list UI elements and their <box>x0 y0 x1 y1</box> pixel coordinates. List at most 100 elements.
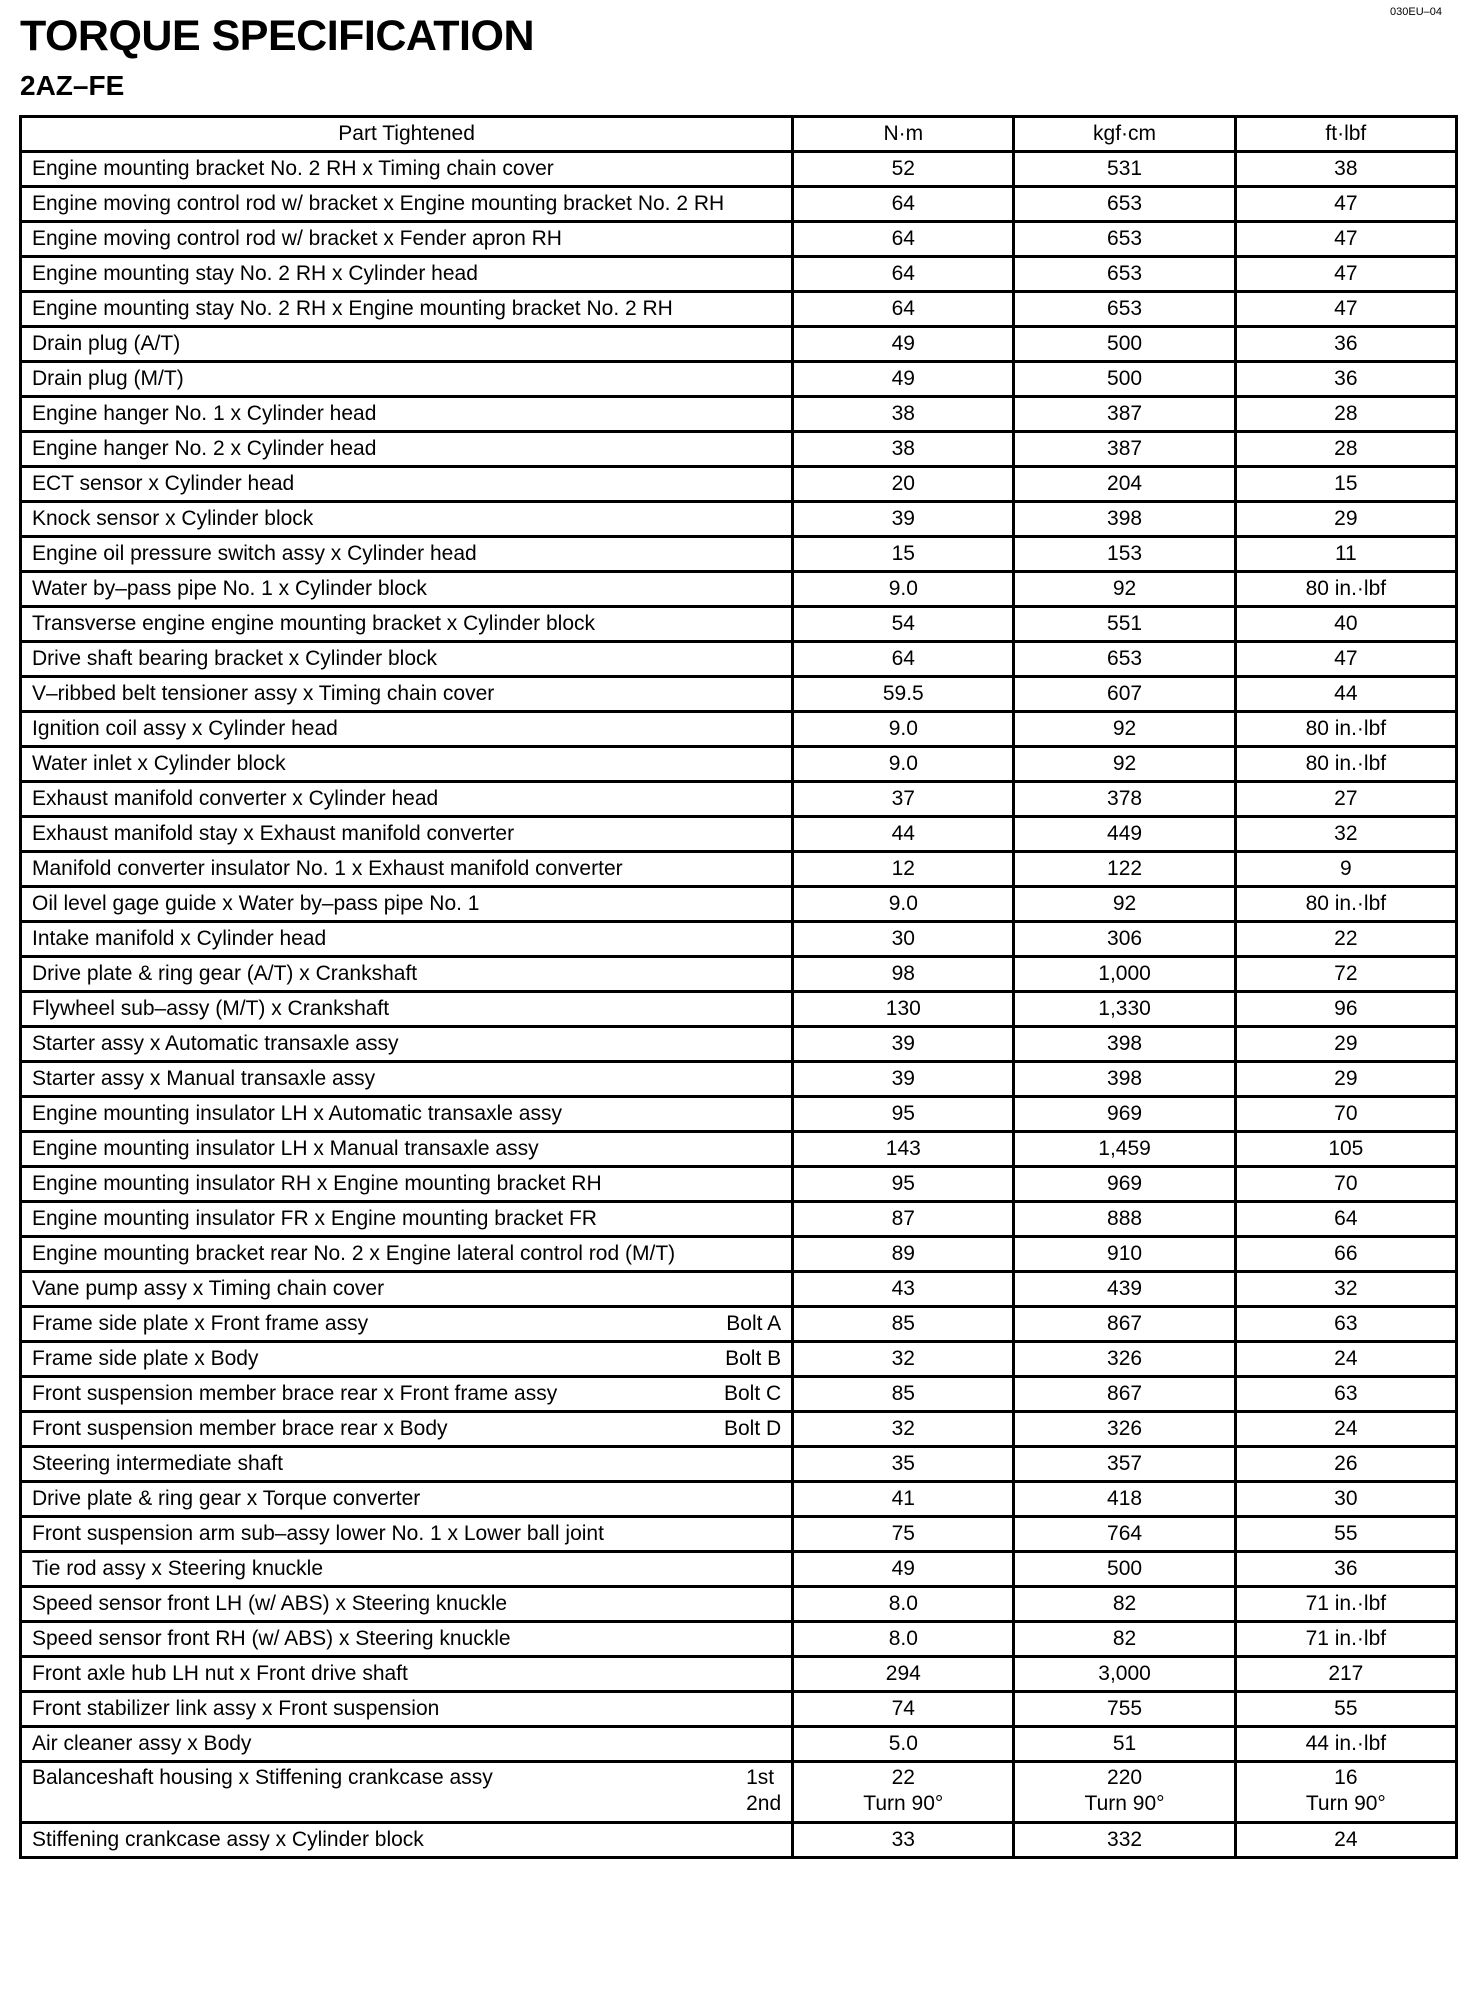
header-part: Part Tightened <box>18 115 795 153</box>
table-row: Vane pump assy x Timing chain cover 43 439… <box>18 1270 1459 1308</box>
ftlbf-cell: 16 Turn 90° <box>1233 1760 1459 1824</box>
table-row: 1st 2nd Balanceshaft housing x Stiffening … <box>18 1760 1459 1824</box>
kgfcm-cell: 332 <box>1012 1821 1237 1859</box>
nm-cell: 8.0 <box>791 1585 1016 1623</box>
nm-cell: 294 <box>791 1655 1016 1693</box>
kgfcm-cell: 326 <box>1012 1340 1237 1378</box>
header-kgfcm: kgf·cm <box>1012 115 1237 153</box>
kgfcm-cell: 122 <box>1012 850 1237 888</box>
table-row: Engine moving control rod w/ bracket x F… <box>18 220 1459 258</box>
part-cell: Bolt A Frame side plate x Front frame ass… <box>18 1305 795 1343</box>
nm-cell: 35 <box>791 1445 1016 1483</box>
part-cell: Engine mounting bracket No. 2 RH x Timin… <box>18 150 795 188</box>
part-cell: Steering intermediate shaft <box>18 1445 795 1483</box>
nm-cell: 9.0 <box>791 885 1016 923</box>
ftlbf-cell: 32 <box>1233 815 1459 853</box>
nm-cell: 37 <box>791 780 1016 818</box>
ftlbf-cell: 217 <box>1233 1655 1459 1693</box>
part-name: Drain plug (A/T) <box>32 332 181 355</box>
kgfcm-cell: 398 <box>1012 1025 1237 1063</box>
kgfcm-cell: 387 <box>1012 395 1237 433</box>
table-row: Engine mounting stay No. 2 RH x Engine m… <box>18 290 1459 328</box>
nm-cell: 32 <box>791 1410 1016 1448</box>
table-row: Bolt D Front suspension member brace rear… <box>18 1410 1459 1448</box>
part-cell: Starter assy x Manual transaxle assy <box>18 1060 795 1098</box>
nm-cell: 38 <box>791 395 1016 433</box>
part-cell: Drain plug (A/T) <box>18 325 795 363</box>
part-name: Air cleaner assy x Body <box>32 1732 252 1755</box>
table-row: Water inlet x Cylinder block 9.0 92 80 in.·… <box>18 745 1459 783</box>
kgfcm-cell: 418 <box>1012 1480 1237 1518</box>
nm-cell: 54 <box>791 605 1016 643</box>
part-name: Front stabilizer link assy x Front suspe… <box>32 1697 440 1720</box>
part-name: Vane pump assy x Timing chain cover <box>32 1277 385 1300</box>
bolt-label: Bolt C <box>723 1382 782 1405</box>
table-row: Engine moving control rod w/ bracket x E… <box>18 185 1459 223</box>
nm-cell: 89 <box>791 1235 1016 1273</box>
part-cell: Drive plate & ring gear (A/T) x Cranksha… <box>18 955 795 993</box>
nm-cell: 39 <box>791 1060 1016 1098</box>
part-name: Oil level gage guide x Water by–pass pip… <box>32 892 480 915</box>
part-cell: Engine oil pressure switch assy x Cylind… <box>18 535 795 573</box>
ftlbf-cell: 40 <box>1233 605 1459 643</box>
kgfcm-cell: 531 <box>1012 150 1237 188</box>
ftlbf-cell: 47 <box>1233 640 1459 678</box>
nm-cell: 85 <box>791 1305 1016 1343</box>
table-row: Drive plate & ring gear x Torque convert… <box>18 1480 1459 1518</box>
kgfcm-cell: 398 <box>1012 500 1237 538</box>
ftlbf-cell: 105 <box>1233 1130 1459 1168</box>
kgfcm-cell: 969 <box>1012 1165 1237 1203</box>
table-row: Bolt B Frame side plate x Body 32 326 24 <box>18 1340 1459 1378</box>
nm-cell: 33 <box>791 1821 1016 1859</box>
ftlbf-cell: 29 <box>1233 500 1459 538</box>
nm-cell: 32 <box>791 1340 1016 1378</box>
value: 220 <box>1107 1766 1143 1789</box>
ftlbf-cell: 47 <box>1233 290 1459 328</box>
table-row: Starter assy x Automatic transaxle assy 3… <box>18 1025 1459 1063</box>
table-row: Manifold converter insulator No. 1 x Exh… <box>18 850 1459 888</box>
table-row: Engine oil pressure switch assy x Cylind… <box>18 535 1459 573</box>
table-row: Tie rod assy x Steering knuckle 49 500 36 <box>18 1550 1459 1588</box>
ftlbf-cell: 47 <box>1233 185 1459 223</box>
part-name: Engine moving control rod w/ bracket x F… <box>32 227 562 250</box>
part-name: Engine mounting bracket No. 2 RH x Timin… <box>32 157 554 180</box>
step-note: 1st <box>746 1766 775 1789</box>
part-cell: Vane pump assy x Timing chain cover <box>18 1270 795 1308</box>
ftlbf-cell: 24 <box>1233 1340 1459 1378</box>
ftlbf-cell: 70 <box>1233 1095 1459 1133</box>
part-cell: Oil level gage guide x Water by–pass pip… <box>18 885 795 923</box>
part-cell: Bolt D Front suspension member brace rear… <box>18 1410 795 1448</box>
part-name: Engine hanger No. 2 x Cylinder head <box>32 437 377 460</box>
part-name: V–ribbed belt tensioner assy x Timing ch… <box>32 682 495 705</box>
nm-cell: 8.0 <box>791 1620 1016 1658</box>
ftlbf-cell: 9 <box>1233 850 1459 888</box>
kgfcm-cell: 357 <box>1012 1445 1237 1483</box>
nm-cell: 22 Turn 90° <box>791 1760 1016 1824</box>
part-cell: Front axle hub LH nut x Front drive shaf… <box>18 1655 795 1693</box>
table-row: Engine mounting insulator FR x Engine mo… <box>18 1200 1459 1238</box>
part-name: Manifold converter insulator No. 1 x Exh… <box>32 857 623 880</box>
ftlbf-cell: 29 <box>1233 1025 1459 1063</box>
table-row: Front suspension arm sub–assy lower No. … <box>18 1515 1459 1553</box>
part-cell: Engine moving control rod w/ bracket x E… <box>18 185 795 223</box>
kgfcm-cell: 969 <box>1012 1095 1237 1133</box>
part-cell: Drain plug (M/T) <box>18 360 795 398</box>
ftlbf-cell: 63 <box>1233 1305 1459 1343</box>
step-notes: 1st 2nd <box>746 1765 781 1817</box>
nm-cell: 30 <box>791 920 1016 958</box>
nm-cell: 64 <box>791 255 1016 293</box>
part-name: Speed sensor front LH (w/ ABS) x Steerin… <box>32 1592 508 1615</box>
ftlbf-cell: 72 <box>1233 955 1459 993</box>
part-name: Frame side plate x Body <box>32 1347 259 1370</box>
ftlbf-cell: 11 <box>1233 535 1459 573</box>
part-cell: Starter assy x Automatic transaxle assy <box>18 1025 795 1063</box>
part-cell: Engine mounting bracket rear No. 2 x Eng… <box>18 1235 795 1273</box>
table-row: Stiffening crankcase assy x Cylinder blo… <box>18 1821 1459 1859</box>
ftlbf-cell: 36 <box>1233 325 1459 363</box>
table-row: Exhaust manifold converter x Cylinder he… <box>18 780 1459 818</box>
ftlbf-cell: 47 <box>1233 255 1459 293</box>
table-row: Intake manifold x Cylinder head 30 306 22 <box>18 920 1459 958</box>
part-name: Engine mounting insulator LH x Manual tr… <box>32 1137 539 1160</box>
kgfcm-cell: 439 <box>1012 1270 1237 1308</box>
part-cell: ECT sensor x Cylinder head <box>18 465 795 503</box>
